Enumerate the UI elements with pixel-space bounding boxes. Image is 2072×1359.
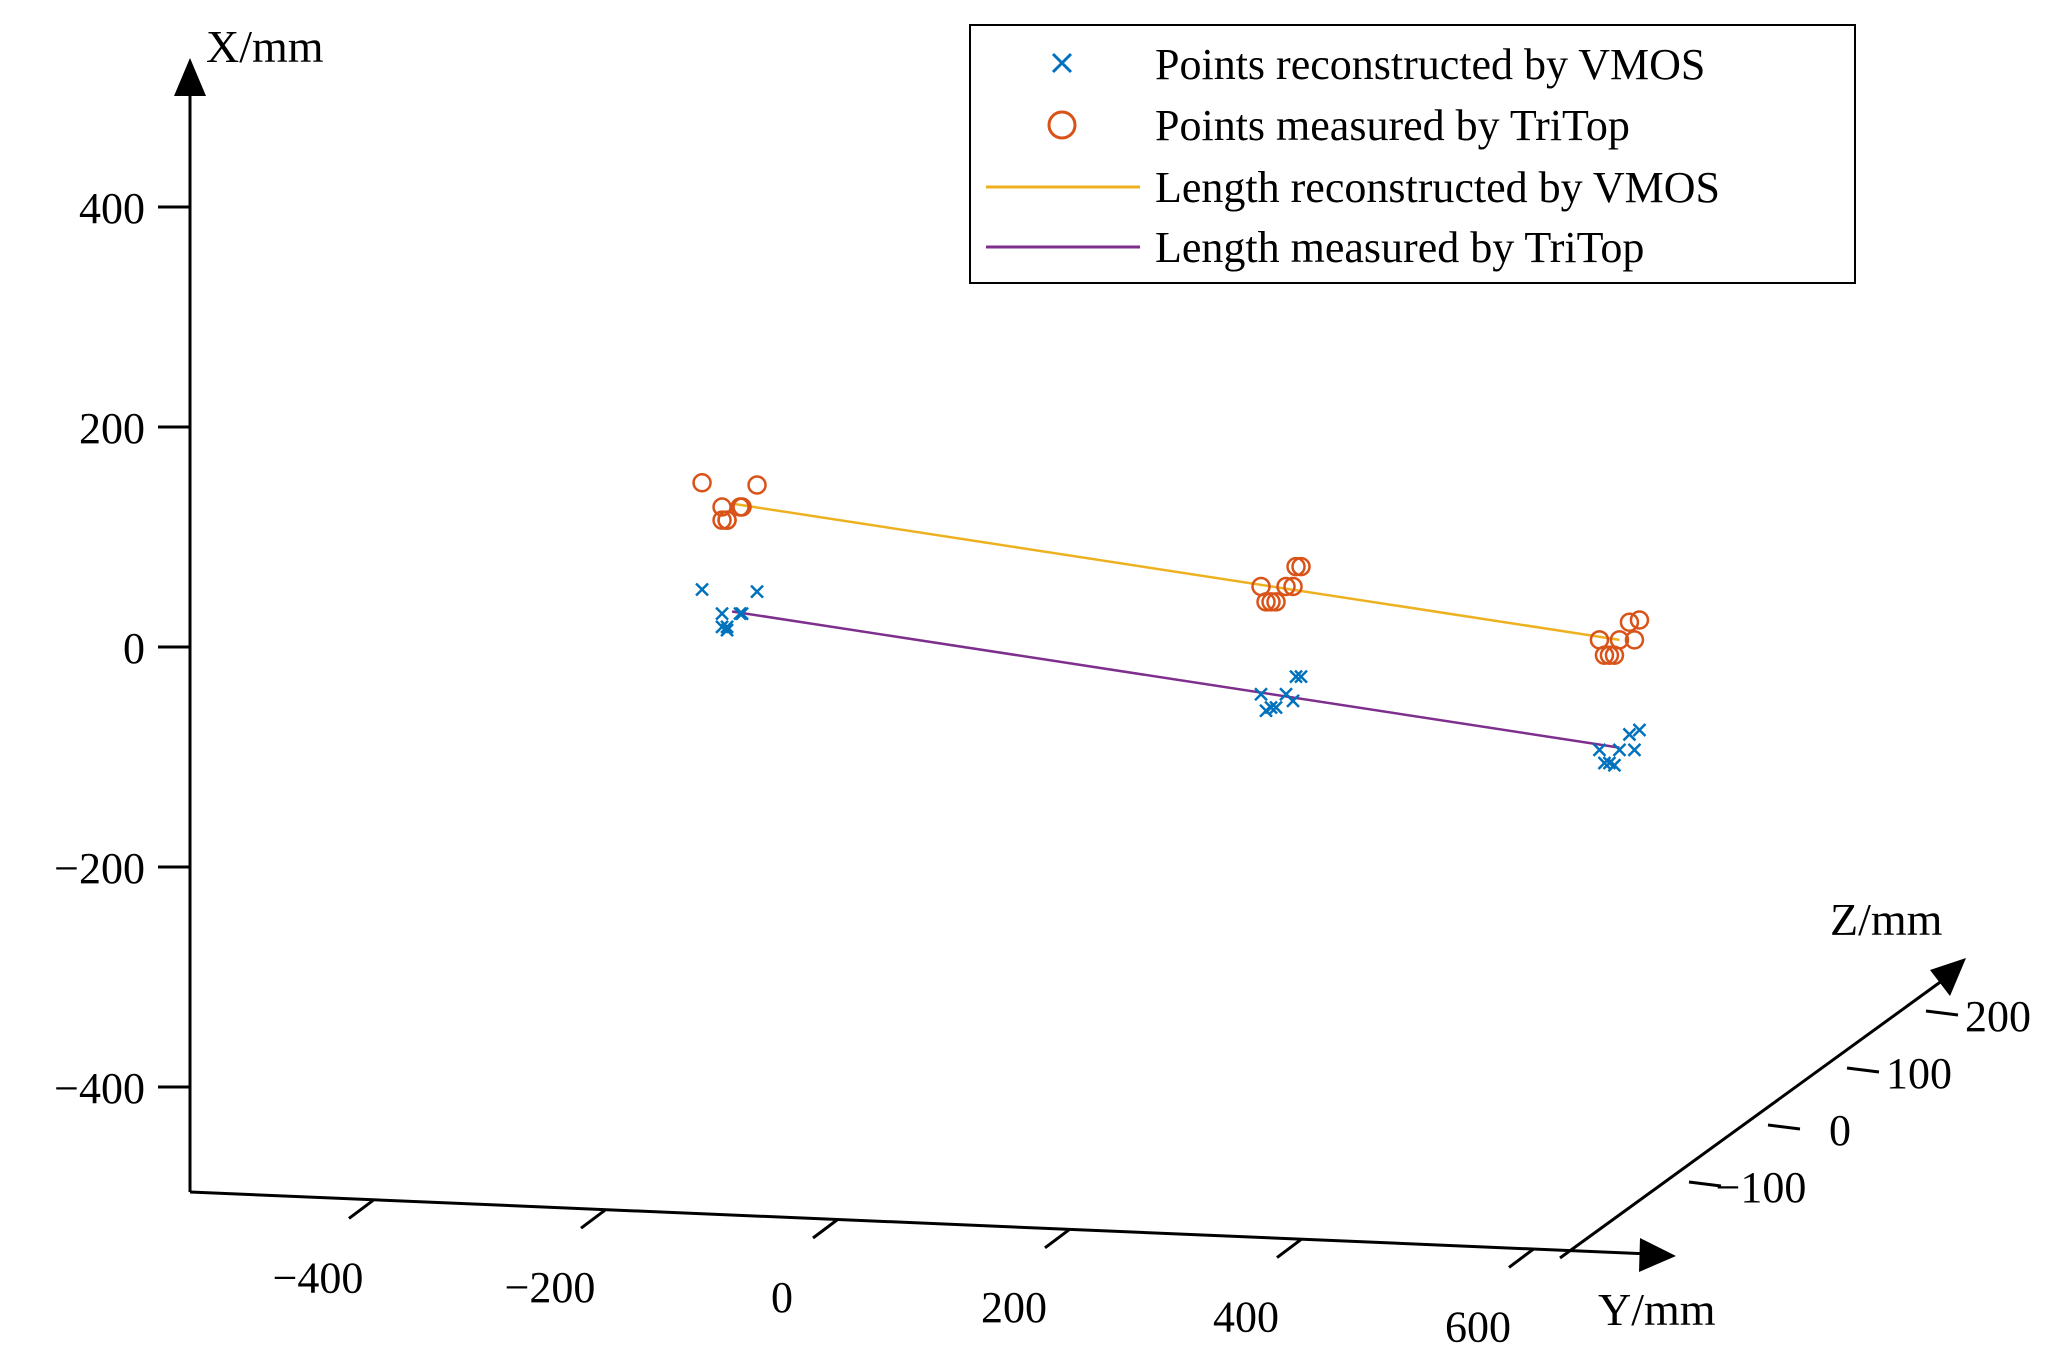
y-axis-label: Y/mm: [1598, 1284, 1716, 1335]
z-tick-mark: [1925, 1009, 1959, 1017]
vmos-point: [720, 623, 734, 638]
legend-circle-marker-icon: [1047, 110, 1077, 140]
tritop-point: [747, 475, 767, 495]
y-tick-mark: [812, 1218, 838, 1240]
tritop-point: [1619, 612, 1640, 632]
z-tick-mark: [1688, 1180, 1722, 1188]
legend: Points reconstructed by VMOS Points meas…: [969, 24, 1856, 284]
z-tick-label: −100: [1716, 1163, 1807, 1212]
tritop-point: [712, 510, 732, 530]
y-tick-label: −400: [273, 1253, 364, 1302]
vmos-point: [1286, 693, 1300, 708]
legend-entry-vmos-length: Length reconstructed by VMOS: [986, 163, 1720, 212]
x-tick-label: 400: [79, 184, 145, 233]
vmos-point: [735, 606, 749, 621]
tritop-point: [1266, 592, 1286, 612]
tritop-point: [717, 510, 737, 530]
tritop-length-line: [731, 610, 1620, 749]
tritop-point: [1624, 630, 1645, 650]
z-axis-label: Z/mm: [1830, 894, 1943, 945]
vmos-point: [1254, 687, 1268, 702]
y-tick-label: 400: [1213, 1293, 1279, 1342]
legend-entry-vmos-points: Points reconstructed by VMOS: [1051, 40, 1705, 89]
z-tick-label: 0: [1829, 1106, 1851, 1155]
x-axis-arrow-icon: [174, 58, 206, 96]
vmos-point: [1627, 742, 1642, 757]
vmos-point: [695, 582, 709, 597]
tritop-point: [1276, 576, 1296, 597]
z-tick-label: 100: [1886, 1049, 1952, 1098]
vmos-point: [1592, 742, 1607, 757]
vmos-point: [1632, 723, 1647, 737]
y-tick-mark: [1508, 1248, 1534, 1269]
z-axis-line: [1559, 973, 1951, 1260]
y-axis-arrow-icon: [1639, 1238, 1676, 1272]
tritop-point: [1599, 645, 1620, 665]
x-tick-label: −200: [54, 844, 145, 893]
vmos-point: [750, 584, 764, 599]
vmos-point: [720, 619, 734, 634]
y-tick-mark: [580, 1208, 606, 1230]
y-tick-label: 0: [771, 1273, 793, 1322]
tritop-point: [1629, 610, 1650, 630]
tritop-point: [1604, 645, 1625, 665]
vmos-point: [733, 606, 747, 621]
vmos-point: [1269, 700, 1283, 715]
vmos-point: [1607, 758, 1622, 773]
y-tick-label: 200: [981, 1283, 1047, 1332]
vmos-point: [1597, 756, 1612, 770]
tritop-point: [1291, 556, 1311, 577]
legend-box: [969, 24, 1856, 284]
y-tick-label: 600: [1445, 1302, 1511, 1351]
tritop-point: [1256, 592, 1276, 612]
legend-x-marker-icon: [1051, 52, 1073, 74]
tritop-point: [730, 497, 750, 517]
z-tick-mark: [1767, 1123, 1801, 1131]
tritop-point: [1594, 645, 1615, 665]
tritop-point: [1261, 592, 1281, 612]
y-tick-mark: [348, 1199, 374, 1220]
x-tick-label: −400: [54, 1064, 145, 1113]
z-axis-arrow-icon: [1930, 958, 1966, 996]
vmos-point: [1622, 727, 1637, 742]
x-tick-label: 0: [123, 624, 145, 673]
legend-label-vmos-points: Points reconstructed by VMOS: [1155, 40, 1705, 89]
x-tick-label: 200: [79, 404, 145, 453]
tritop-point: [1286, 556, 1306, 577]
y-tick-label: −200: [505, 1263, 596, 1312]
vmos-point: [1289, 669, 1303, 684]
y-axis-line: [189, 1190, 1651, 1256]
legend-label-vmos-length: Length reconstructed by VMOS: [1155, 163, 1720, 212]
legend-label-tritop-points: Points measured by TriTop: [1155, 101, 1630, 150]
legend-label-tritop-length: Length measured by TriTop: [1155, 223, 1644, 272]
y-tick-mark: [1276, 1238, 1302, 1259]
vmos-length-line: [731, 502, 1620, 642]
legend-entry-tritop-points: Points measured by TriTop: [1047, 101, 1630, 150]
z-tick-mark: [1846, 1066, 1880, 1074]
legend-entry-tritop-length: Length measured by TriTop: [986, 223, 1644, 272]
vmos-point: [715, 606, 729, 621]
z-tick-label: 200: [1965, 992, 2031, 1041]
vmos-point: [1294, 669, 1308, 684]
tritop-point: [692, 473, 712, 493]
tritop-point: [1283, 576, 1303, 597]
x-axis-label: X/mm: [206, 21, 324, 72]
vmos-point: [1612, 742, 1627, 757]
vmos-point: [1259, 703, 1273, 718]
y-tick-mark: [1044, 1228, 1070, 1250]
